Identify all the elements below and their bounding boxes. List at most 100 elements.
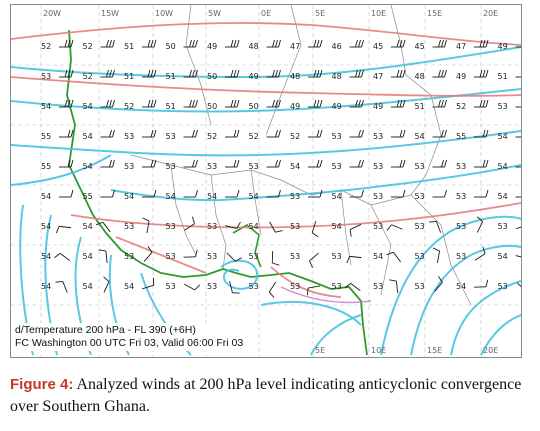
- temperature-value: 50: [207, 72, 217, 81]
- temperature-value: 55: [41, 162, 51, 171]
- temperature-value: 51: [166, 72, 176, 81]
- temperature-value: 53: [373, 132, 383, 141]
- temperature-value: 55: [41, 132, 51, 141]
- wind-barb: [308, 39, 323, 48]
- wind-barb: [344, 283, 361, 291]
- wind-barb: [142, 217, 150, 233]
- temperature-value: 54: [41, 222, 51, 231]
- wind-barb: [391, 159, 406, 168]
- temperature-value: 54: [41, 192, 51, 201]
- wind-barb: [349, 99, 364, 108]
- wind-barb: [184, 283, 201, 291]
- wind-barb: [225, 39, 240, 48]
- wind-barb: [311, 221, 319, 238]
- temperature-value: 48: [415, 72, 425, 81]
- wind-barb: [183, 99, 198, 108]
- caption-label: Figure 4:: [10, 376, 74, 393]
- longitude-label: 5E: [315, 9, 325, 18]
- temperature-value: 47: [373, 72, 383, 81]
- wind-barb: [391, 39, 406, 48]
- wind-barb: [515, 136, 521, 138]
- wind-barb: [515, 166, 521, 168]
- temperature-value: 53: [373, 282, 383, 291]
- temperature-value: 55: [456, 132, 466, 141]
- wind-barb: [349, 224, 362, 237]
- wind-barb: [474, 69, 489, 78]
- wind-barb: [59, 99, 74, 108]
- longitude-label-bottom: 20E: [483, 346, 498, 355]
- coastline: [66, 29, 368, 356]
- temperature-value: 53: [166, 132, 176, 141]
- wind-barb: [55, 280, 68, 293]
- wind-barb: [432, 189, 447, 198]
- wind-barb: [391, 189, 406, 198]
- wind-map: 20W 15W 10W 5W 0E 5E 10E 15E 20E 5E 10E 15E 20E 52 52…: [10, 4, 522, 358]
- temperature-value: 54: [498, 132, 508, 141]
- temperature-value: 53: [166, 282, 176, 291]
- wind-barb: [474, 39, 489, 48]
- temperature-value: 53: [498, 282, 508, 291]
- wind-barb: [55, 225, 72, 234]
- wind-barb: [516, 282, 521, 292]
- wind-barb: [432, 159, 447, 168]
- temperature-value: 49: [332, 102, 342, 111]
- wind-barb: [225, 99, 240, 108]
- wind-barb: [432, 39, 447, 48]
- temperature-value: 53: [290, 282, 300, 291]
- wind-barb: [308, 159, 323, 168]
- wind-barb: [266, 69, 281, 78]
- wind-barb: [271, 250, 280, 266]
- wind-barb: [100, 99, 115, 108]
- temperature-value: 50: [166, 42, 176, 51]
- temperature-value: 54: [498, 162, 508, 171]
- wind-barb: [306, 285, 320, 296]
- temperature-value: 52: [207, 132, 217, 141]
- temperature-value: 51: [124, 42, 134, 51]
- temperature-value: 54: [124, 282, 134, 291]
- wind-barb: [515, 76, 521, 78]
- temperature-value: 54: [83, 162, 93, 171]
- wind-barb: [349, 189, 364, 198]
- temperature-value: 54: [373, 252, 383, 261]
- wind-barb: [100, 159, 115, 168]
- temperature-value: 54: [456, 282, 466, 291]
- longitude-label: 5W: [208, 9, 221, 18]
- wind-barb: [226, 252, 242, 262]
- temperature-value: 54: [83, 132, 93, 141]
- temperature-value: 49: [249, 72, 259, 81]
- wind-barb: [429, 220, 442, 233]
- wind-barb: [183, 69, 198, 78]
- temperature-value: 51: [166, 102, 176, 111]
- wind-barb: [432, 99, 447, 108]
- wind-barb: [476, 216, 484, 233]
- wind-barb: [515, 224, 521, 230]
- wind-barb: [142, 277, 155, 290]
- wind-barb: [142, 69, 157, 78]
- temperature-value: 53: [207, 222, 217, 231]
- wind-barb: [308, 129, 323, 138]
- wind-barb: [100, 69, 115, 78]
- temperature-value: 46: [332, 42, 342, 51]
- wind-barb: [308, 189, 323, 198]
- temperature-value: 47: [456, 42, 466, 51]
- wind-barb: [515, 46, 521, 48]
- temperature-value: 51: [498, 72, 508, 81]
- temperature-value: 54: [332, 192, 342, 201]
- wind-barb: [269, 221, 283, 233]
- temperature-value: 49: [207, 42, 217, 51]
- temperature-value: 53: [415, 192, 425, 201]
- temperature-value: 53: [498, 222, 508, 231]
- temperature-value: 51: [124, 72, 134, 81]
- temperature-value: 54: [498, 252, 508, 261]
- wind-barb: [59, 159, 74, 168]
- wind-barb: [103, 276, 110, 293]
- longitude-label-bottom: 15E: [427, 346, 442, 355]
- wind-barb: [266, 39, 281, 48]
- temperature-value: 54: [290, 162, 300, 171]
- temperature-value: 53: [124, 252, 134, 261]
- temperature-value: 53: [332, 132, 342, 141]
- wind-barb: [474, 159, 489, 168]
- wind-barb: [59, 69, 74, 78]
- wind-barb: [309, 252, 319, 268]
- wind-barb: [225, 159, 240, 168]
